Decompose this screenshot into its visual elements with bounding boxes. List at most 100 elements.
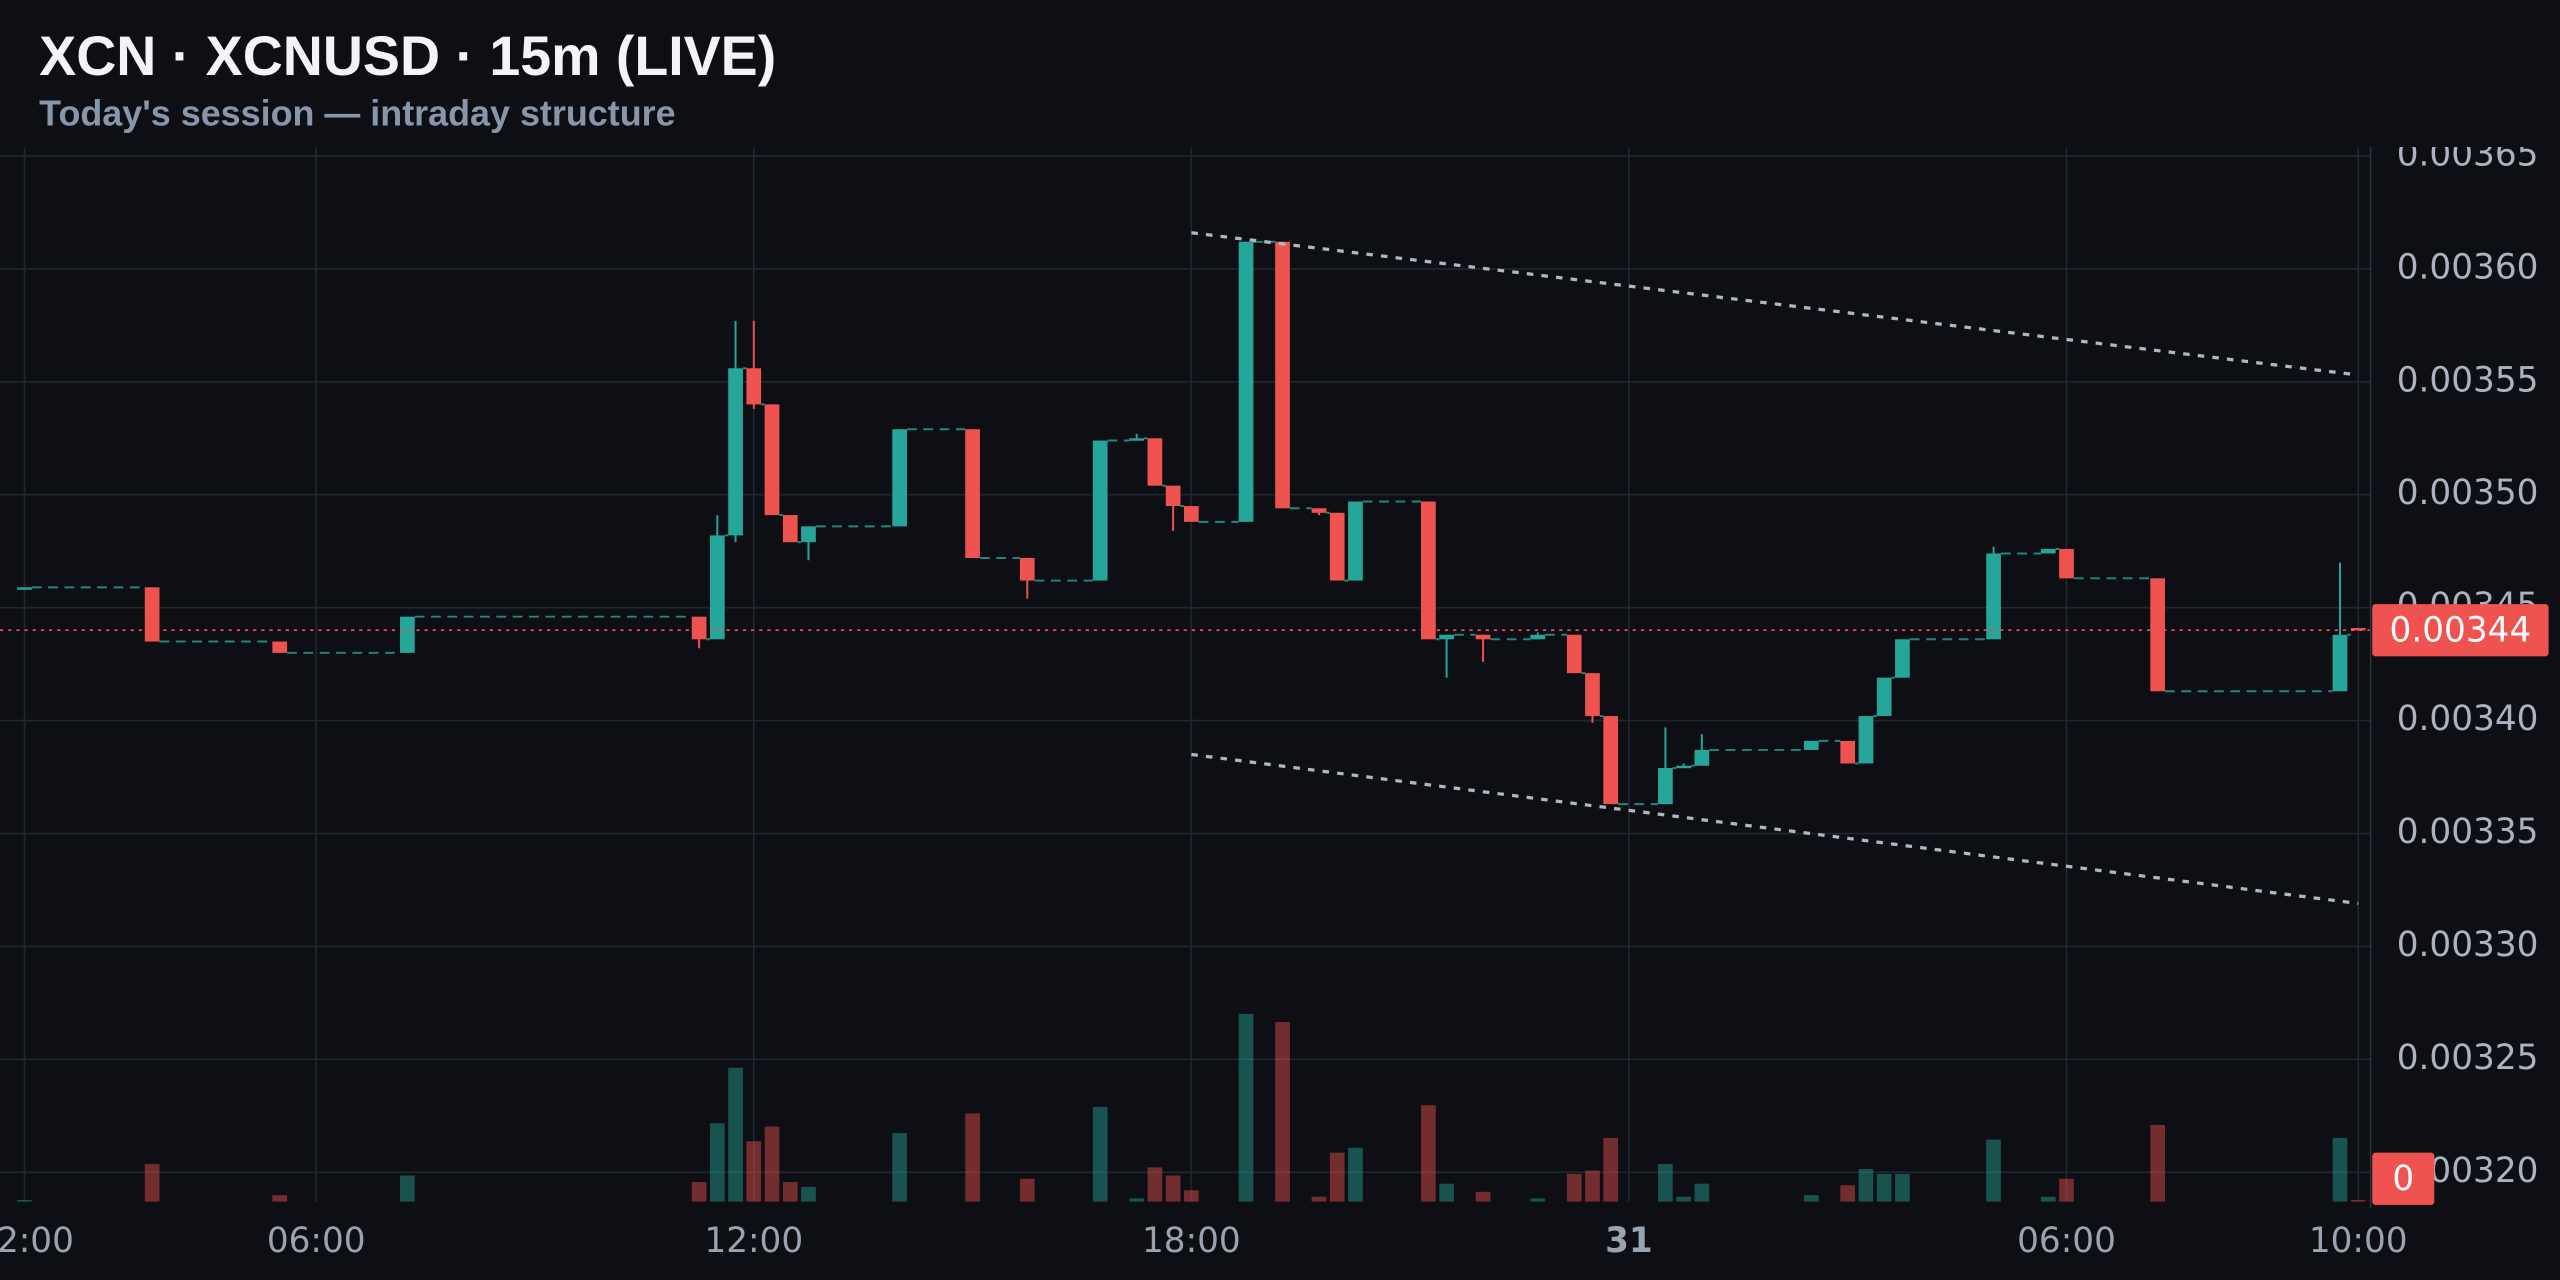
candle-body bbox=[801, 526, 816, 543]
last-price-label: 0.00344 bbox=[2390, 610, 2532, 650]
candle-body bbox=[272, 641, 288, 653]
volume-bar bbox=[1184, 1190, 1199, 1202]
volume-bar bbox=[1676, 1196, 1691, 1202]
x-tick-label: 31 bbox=[1605, 1221, 1653, 1261]
candle-body bbox=[1676, 765, 1691, 769]
candle-body bbox=[1986, 553, 2001, 640]
volume-bar bbox=[746, 1141, 762, 1202]
x-tick-label: 06:00 bbox=[267, 1221, 366, 1261]
volume-bar bbox=[1475, 1191, 1491, 1202]
y-tick-label: 0.00330 bbox=[2397, 925, 2539, 965]
volume-bar bbox=[1165, 1175, 1181, 1202]
volume-bar bbox=[1986, 1139, 2001, 1202]
plot-area bbox=[0, 146, 2371, 1202]
volume-bar bbox=[144, 1164, 160, 1202]
volume-bar bbox=[1421, 1105, 1436, 1202]
candle-body bbox=[1275, 241, 1290, 509]
candle-body bbox=[1019, 557, 1035, 581]
trend-line bbox=[1191, 231, 2359, 377]
volume-bar bbox=[1658, 1164, 1673, 1202]
chart-subtitle: Today's session — intraday structure bbox=[39, 92, 675, 133]
volume-bar bbox=[1840, 1185, 1856, 1202]
candle-body bbox=[1694, 749, 1710, 766]
volume-bar bbox=[2332, 1137, 2348, 1202]
volume-bar bbox=[1876, 1173, 1892, 1202]
volume-bar bbox=[1348, 1147, 1363, 1202]
volume-bar bbox=[965, 1113, 980, 1202]
candle-body bbox=[1803, 740, 1819, 750]
candle-body bbox=[2150, 578, 2166, 692]
time-axis: 02:00 06:00 12:00 18:00 31 06:00 10:00 bbox=[0, 1221, 2408, 1261]
volume-bar bbox=[1129, 1198, 1145, 1202]
y-tick-label: 0.00335 bbox=[2397, 812, 2539, 852]
x-tick-label: 12:00 bbox=[704, 1221, 803, 1261]
x-tick-label: 06:00 bbox=[2017, 1221, 2116, 1261]
candle-body bbox=[1348, 501, 1363, 581]
chart-title: XCN · XCNUSD · 15m (LIVE) bbox=[39, 25, 776, 87]
candle-body bbox=[1895, 639, 1910, 678]
y-tick-label: 0.00350 bbox=[2397, 473, 2539, 513]
volume-bar bbox=[17, 1200, 32, 1202]
volume-bar bbox=[1895, 1173, 1910, 1202]
volume-bar bbox=[2059, 1178, 2074, 1202]
candle-body bbox=[2040, 548, 2056, 554]
volume-bar bbox=[1566, 1173, 1582, 1202]
volume-bar bbox=[764, 1126, 780, 1202]
candle-body bbox=[1184, 506, 1199, 522]
x-tick-label: 18:00 bbox=[1142, 1221, 1241, 1261]
y-tick-label: 0.00340 bbox=[2397, 699, 2539, 739]
volume-bar bbox=[2150, 1124, 2166, 1202]
candle-body bbox=[144, 587, 160, 642]
candle-body bbox=[1129, 438, 1145, 441]
candle-body bbox=[965, 429, 980, 558]
candle-body bbox=[17, 587, 32, 590]
candle-body bbox=[1421, 501, 1436, 640]
volume-bar bbox=[1585, 1170, 1600, 1202]
volume-bar bbox=[892, 1133, 907, 1202]
volume-bar bbox=[1694, 1183, 1710, 1202]
candle-body bbox=[400, 616, 415, 653]
candle-body bbox=[1658, 768, 1673, 805]
candle-body bbox=[1311, 508, 1327, 513]
candle-body bbox=[782, 515, 798, 543]
candle-body bbox=[764, 404, 780, 516]
candle-body bbox=[2332, 634, 2348, 692]
candle-body bbox=[1876, 677, 1892, 717]
candle-body bbox=[2350, 627, 2366, 631]
y-tick-label: 0.00325 bbox=[2397, 1038, 2539, 1078]
candle-body bbox=[1858, 716, 1874, 764]
volume-badge bbox=[2372, 1152, 2435, 1205]
volume-bar bbox=[728, 1067, 743, 1202]
y-tick-label: 0.00355 bbox=[2397, 360, 2539, 400]
volume-bar bbox=[1019, 1178, 1035, 1202]
candle-body bbox=[2059, 548, 2074, 579]
candle-body bbox=[1165, 485, 1181, 507]
volume-bar bbox=[1238, 1013, 1254, 1202]
candle-body bbox=[1840, 740, 1856, 764]
candle-body bbox=[1329, 512, 1345, 581]
candle-body bbox=[1147, 438, 1163, 486]
candle-body bbox=[746, 368, 762, 405]
candle-body bbox=[1439, 634, 1454, 640]
volume-bar bbox=[709, 1123, 725, 1202]
volume-bar bbox=[2040, 1196, 2056, 1202]
x-tick-label: 10:00 bbox=[2309, 1221, 2408, 1261]
candle-body bbox=[1092, 440, 1108, 581]
volume-bar bbox=[272, 1195, 288, 1202]
volume-bar bbox=[1858, 1168, 1874, 1202]
price-axis: 0.003200.003250.003300.003350.003400.003… bbox=[2397, 147, 2539, 1191]
volume-bar bbox=[400, 1175, 415, 1202]
candle-body bbox=[728, 368, 743, 536]
volume-bar bbox=[1329, 1152, 1345, 1202]
candle-body bbox=[892, 429, 907, 527]
volume-bar bbox=[1275, 1022, 1290, 1202]
volume-bar bbox=[1530, 1198, 1546, 1202]
candle-body bbox=[691, 616, 707, 640]
trend-line bbox=[1191, 752, 2359, 906]
candle-body bbox=[709, 535, 725, 640]
last-price-badge bbox=[2372, 604, 2549, 657]
y-tick-label: 0.00360 bbox=[2397, 247, 2539, 287]
